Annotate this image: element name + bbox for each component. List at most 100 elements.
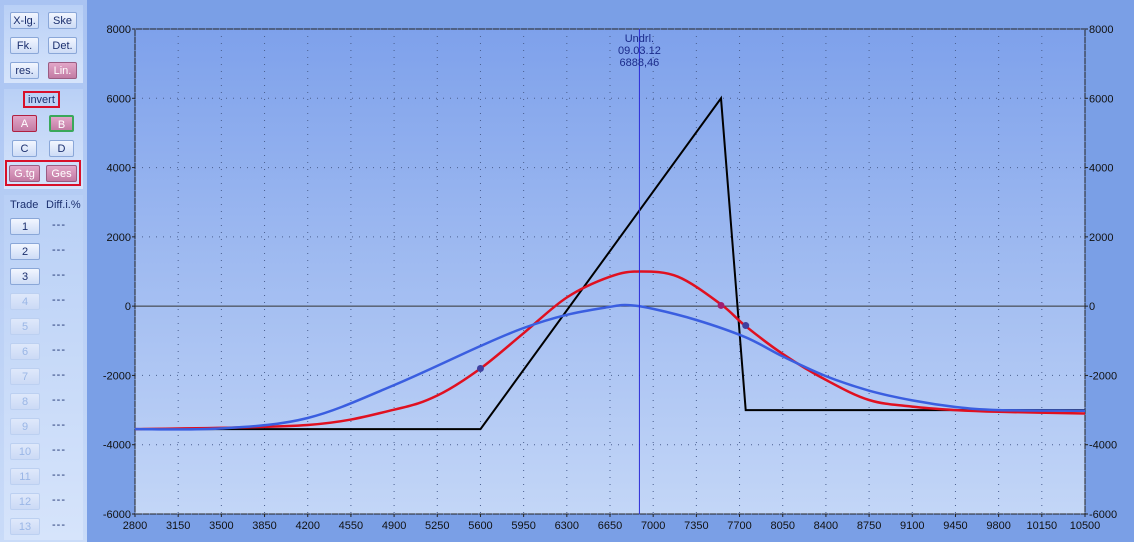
trade-diff-8: --- <box>52 394 66 406</box>
x-tick-label: 5950 <box>511 520 535 532</box>
y-tick-label-left: 4000 <box>107 163 131 175</box>
lin-button[interactable]: Lin. <box>48 62 77 79</box>
y-axis-left: 8000 6000 4000 2000 0 -2000 -4000 -6000 <box>103 24 135 521</box>
trade-diff-12: --- <box>52 494 66 506</box>
x-tick-label: 7000 <box>641 520 665 532</box>
underlying-label: Undrl. <box>625 33 654 45</box>
trade-button-10[interactable]: 10 <box>10 443 40 460</box>
y-tick-label-right: -6000 <box>1089 509 1117 521</box>
x-tick-label: 3150 <box>166 520 190 532</box>
x-tick-label: 6300 <box>555 520 579 532</box>
ske-button[interactable]: Ske <box>48 12 77 29</box>
x-tick-label: 8750 <box>857 520 881 532</box>
gtg-button[interactable]: G.tg <box>9 165 40 182</box>
model-curve-blue <box>134 303 1086 431</box>
x-tick-label: 4200 <box>295 520 319 532</box>
x-tick-label: 10500 <box>1070 520 1101 532</box>
payoff-chart: 8000 6000 4000 2000 0 -2000 -4000 -6000 8000 600… <box>103 24 1117 532</box>
y-tick-label-left: 6000 <box>107 93 131 105</box>
y-tick-label-left: -6000 <box>103 509 131 521</box>
ges-button[interactable]: Ges <box>46 165 77 182</box>
y-tick-label-right: 0 <box>1089 301 1095 313</box>
x-tick-label: 4900 <box>382 520 406 532</box>
underlying-date: 09.03.12 <box>618 45 661 57</box>
trade-button-6[interactable]: 6 <box>10 343 40 360</box>
x-tick-label: 6650 <box>598 520 622 532</box>
y-tick-label-left: 0 <box>125 301 131 313</box>
trade-button-4[interactable]: 4 <box>10 293 40 310</box>
x-lg-button[interactable]: X-lg. <box>10 12 39 29</box>
y-tick-label-left: -2000 <box>103 370 131 382</box>
x-tick-label: 8050 <box>770 520 794 532</box>
trade-button-3[interactable]: 3 <box>10 268 40 285</box>
x-tick-label: 5600 <box>468 520 492 532</box>
control-sidebar: X-lg. Ske Fk. Det. res. Lin. invert A B … <box>0 0 87 542</box>
fk-button[interactable]: Fk. <box>10 37 39 54</box>
trade-button-7[interactable]: 7 <box>10 368 40 385</box>
curve-c-button[interactable]: C <box>12 140 37 157</box>
payoff-line <box>135 95 1085 431</box>
x-tick-label: 3500 <box>209 520 233 532</box>
x-tick-label: 9800 <box>986 520 1010 532</box>
trade-button-13[interactable]: 13 <box>10 518 40 535</box>
curve-select-group: invert A B C D G.tg Ges <box>4 89 83 189</box>
trade-diff-5: --- <box>52 319 66 331</box>
trade-diff-3: --- <box>52 269 66 281</box>
model-curve-red <box>134 270 1086 431</box>
x-tick-label: 4550 <box>339 520 363 532</box>
y-tick-label-right: -4000 <box>1089 440 1117 452</box>
y-tick-label-right: -2000 <box>1089 370 1117 382</box>
x-tick-label: 8400 <box>814 520 838 532</box>
trade-diff-11: --- <box>52 469 66 481</box>
trade-button-12[interactable]: 12 <box>10 493 40 510</box>
x-axis: 2800 3150 3500 3850 4200 4550 4900 5250 5600 5950… <box>123 514 1101 532</box>
series-group <box>134 95 1086 431</box>
curve-b-button[interactable]: B <box>49 115 74 132</box>
total-selection-frame <box>5 160 81 186</box>
y-tick-label-right: 4000 <box>1089 163 1113 175</box>
y-tick-label-right: 8000 <box>1089 24 1113 36</box>
y-tick-label-left: -4000 <box>103 440 131 452</box>
curve-marker-point <box>476 365 484 372</box>
x-tick-label: 7350 <box>684 520 708 532</box>
invert-button[interactable]: invert <box>23 91 60 108</box>
underlying-value: 6888,46 <box>620 57 660 69</box>
trade-button-9[interactable]: 9 <box>10 418 40 435</box>
x-tick-label: 10150 <box>1027 520 1058 532</box>
x-tick-label: 2800 <box>123 520 147 532</box>
trade-diff-9: --- <box>52 419 66 431</box>
y-axis-right: 8000 6000 4000 2000 0 -2000 -4000 -6000 <box>1085 24 1117 521</box>
curve-marker-point <box>742 322 750 330</box>
plot-area <box>134 28 1086 515</box>
x-tick-label: 5250 <box>425 520 449 532</box>
x-tick-label: 9100 <box>900 520 924 532</box>
trade-list-group: Trade Diff.i.% 1 --- 2 --- 3 --- 4 --- 5 --- 6 --- 7… <box>4 195 83 540</box>
trade-diff-4: --- <box>52 294 66 306</box>
y-tick-label-right: 6000 <box>1089 93 1113 105</box>
diff-header: Diff.i.% <box>46 199 81 211</box>
trade-diff-7: --- <box>52 369 66 381</box>
trade-diff-2: --- <box>52 244 66 256</box>
y-tick-label-left: 8000 <box>107 24 131 36</box>
trade-button-2[interactable]: 2 <box>10 243 40 260</box>
view-options-group: X-lg. Ske Fk. Det. res. Lin. <box>4 5 83 83</box>
trade-diff-13: --- <box>52 519 66 531</box>
x-tick-label: 9450 <box>943 520 967 532</box>
trade-button-5[interactable]: 5 <box>10 318 40 335</box>
trade-diff-1: --- <box>52 219 66 231</box>
x-tick-label: 3850 <box>252 520 276 532</box>
x-tick-label: 7700 <box>727 520 751 532</box>
trade-header: Trade <box>10 199 39 211</box>
trade-button-1[interactable]: 1 <box>10 218 40 235</box>
det-button[interactable]: Det. <box>48 37 77 54</box>
trade-button-8[interactable]: 8 <box>10 393 40 410</box>
trade-diff-10: --- <box>52 444 66 456</box>
trade-diff-6: --- <box>52 344 66 356</box>
y-tick-label-right: 2000 <box>1089 232 1113 244</box>
curve-d-button[interactable]: D <box>49 140 74 157</box>
y-tick-label-left: 2000 <box>107 232 131 244</box>
trade-button-11[interactable]: 11 <box>10 468 40 485</box>
invert-label: invert <box>28 94 55 106</box>
res-button[interactable]: res. <box>10 62 39 79</box>
curve-a-button[interactable]: A <box>12 115 37 132</box>
